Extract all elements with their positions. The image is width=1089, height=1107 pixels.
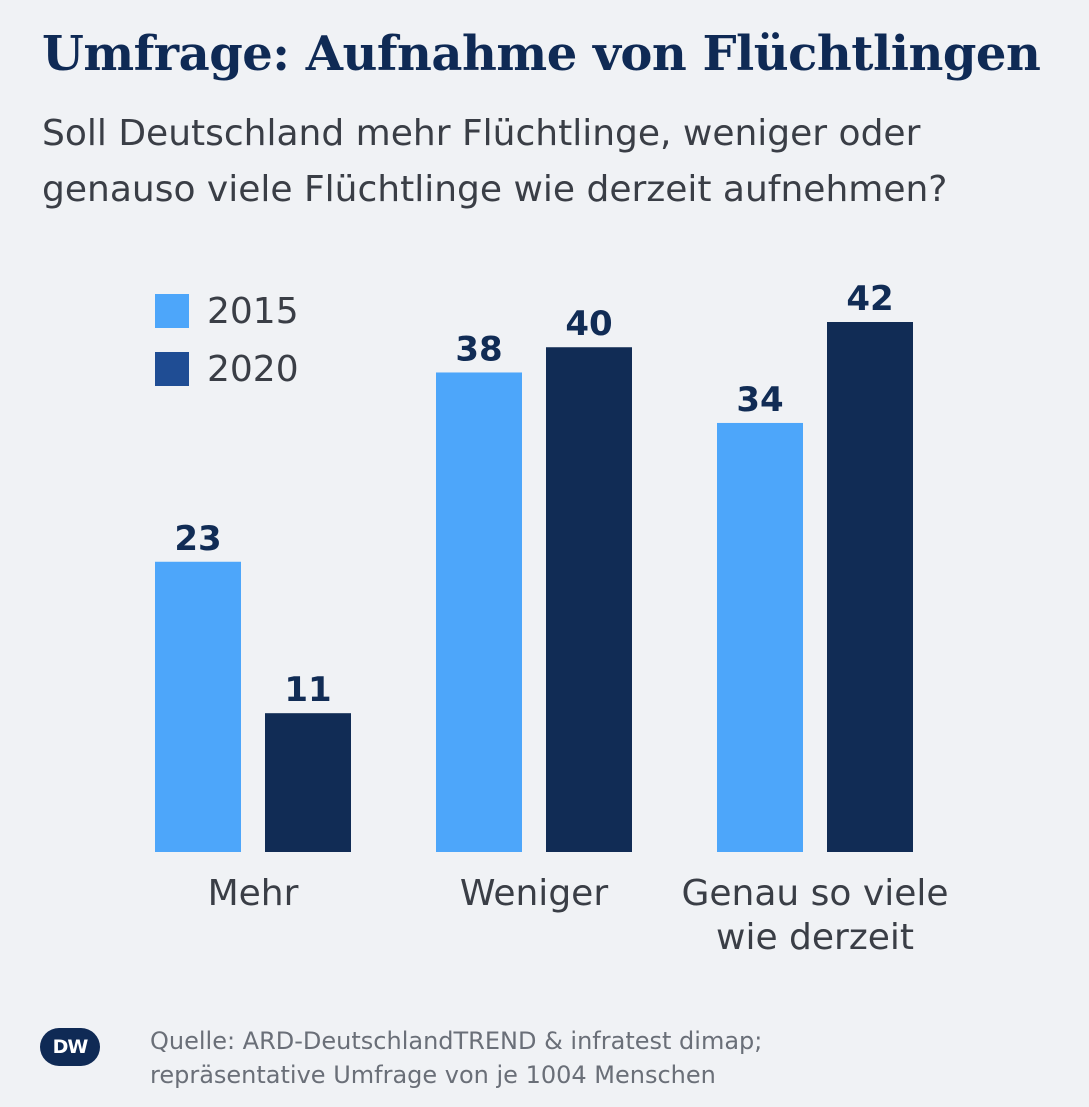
category-label-weniger: Weniger xyxy=(431,872,637,916)
legend-item-2015: 2015 xyxy=(155,282,299,340)
bar-genau-so-viele-wie-derzeit-2015 xyxy=(717,422,803,852)
legend-item-2020: 2020 xyxy=(155,340,299,398)
legend-label-2015: 2015 xyxy=(207,290,299,332)
bar-genau-so-viele-wie-derzeit-2020 xyxy=(827,322,913,852)
data-label-mehr-2015: 23 xyxy=(174,519,221,559)
category-label-line: wie derzeit xyxy=(716,917,914,958)
data-label-genau-so-viele-wie-derzeit-2020: 42 xyxy=(846,279,893,319)
bar-mehr-2015 xyxy=(155,561,241,852)
subtitle-line-1: Soll Deutschland mehr Flüchtlinge, wenig… xyxy=(42,113,921,154)
subtitle-line-2: genauso viele Flüchtlinge wie derzeit au… xyxy=(42,169,948,210)
data-label-weniger-2020: 40 xyxy=(565,304,612,344)
data-label-genau-so-viele-wie-derzeit-2015: 34 xyxy=(736,380,783,420)
bar-weniger-2015 xyxy=(436,372,522,852)
category-label-mehr: Mehr xyxy=(150,872,356,916)
legend-swatch-2020 xyxy=(155,352,189,386)
dw-logo: DW xyxy=(40,1028,100,1066)
data-label-weniger-2015: 38 xyxy=(455,329,502,369)
bar-mehr-2020 xyxy=(265,713,351,852)
source-line-1: Quelle: ARD-DeutschlandTREND & infratest… xyxy=(150,1027,763,1055)
category-label-line: Genau so viele xyxy=(681,873,949,914)
source-note: Quelle: ARD-DeutschlandTREND & infratest… xyxy=(150,1024,762,1092)
footer: DW Quelle: ARD-DeutschlandTREND & infrat… xyxy=(40,1024,1050,1094)
category-label-line: Mehr xyxy=(207,873,299,914)
bar-weniger-2020 xyxy=(546,347,632,852)
source-line-2: repräsentative Umfrage von je 1004 Mensc… xyxy=(150,1061,716,1089)
legend-swatch-2015 xyxy=(155,294,189,328)
data-label-mehr-2020: 11 xyxy=(284,670,331,710)
chart-subtitle: Soll Deutschland mehr Flüchtlinge, wenig… xyxy=(42,106,1042,218)
category-label-genau-so-viele: Genau so viele wie derzeit xyxy=(680,872,950,960)
legend-label-2020: 2020 xyxy=(207,348,299,390)
chart-title: Umfrage: Aufnahme von Flüchtlingen xyxy=(42,26,1041,82)
chart-legend: 2015 2020 xyxy=(155,282,299,398)
category-label-line: Weniger xyxy=(459,873,609,914)
